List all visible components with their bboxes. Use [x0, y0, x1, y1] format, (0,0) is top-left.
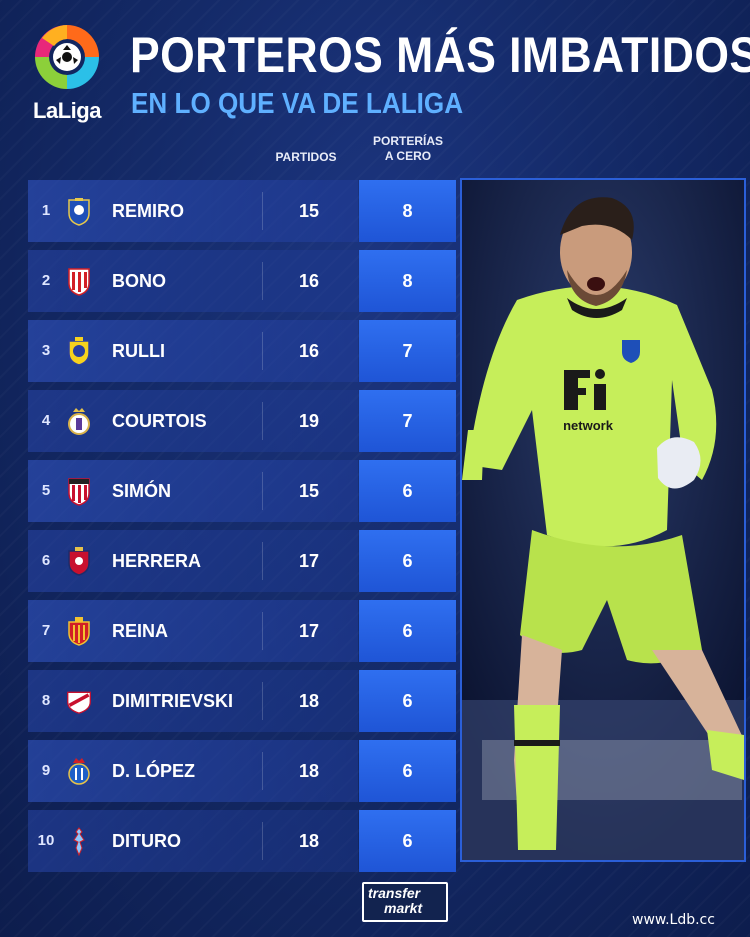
sevilla-crest-icon	[68, 268, 90, 296]
clean-sheets: 8	[359, 250, 456, 312]
divider	[262, 472, 263, 510]
celta-crest-icon	[73, 827, 85, 856]
clean-sheets: 6	[359, 740, 456, 802]
rank: 3	[41, 342, 51, 359]
matches-played: 19	[298, 411, 320, 431]
matches-played: 18	[298, 761, 320, 781]
matches-played: 15	[298, 201, 320, 221]
divider	[262, 192, 263, 230]
tm-line1: transfer	[368, 885, 421, 901]
rank: 2	[41, 272, 51, 289]
player-name: RULLI	[112, 341, 165, 361]
divider	[262, 612, 263, 650]
divider	[262, 542, 263, 580]
player-name: HERRERA	[112, 551, 202, 571]
watermark: www.Ldb.cc	[632, 912, 715, 928]
table-row: 3 RULLI 16 7	[28, 320, 456, 382]
mallorca-crest-icon	[68, 617, 90, 646]
espanyol-crest-icon	[68, 758, 90, 785]
clean-sheets: 7	[359, 320, 456, 382]
table-row: 9 D. LÓPEZ 18 6	[28, 740, 456, 802]
rank: 7	[41, 622, 51, 639]
goalkeeper-photo: network	[462, 180, 744, 860]
clean-sheets: 6	[359, 530, 456, 592]
divider	[262, 752, 263, 790]
matches-played: 15	[298, 481, 320, 501]
clean-sheets: 8	[359, 180, 456, 242]
clean-sheets: 6	[359, 670, 456, 732]
matches-played: 17	[298, 551, 320, 571]
rank: 5	[41, 482, 51, 499]
player-name: COURTOIS	[112, 411, 207, 431]
rank: 4	[41, 412, 51, 429]
laliga-ring-icon	[35, 25, 99, 89]
column-header-line2: A CERO	[384, 149, 432, 163]
laliga-wordmark: LaLiga	[33, 98, 101, 123]
tm-line2: markt	[384, 900, 423, 916]
player-name: DIMITRIEVSKI	[112, 691, 234, 711]
player-name: DITURO	[112, 831, 181, 851]
rank: 8	[41, 692, 51, 709]
divider	[262, 682, 263, 720]
rank: 1	[41, 202, 51, 219]
rank: 9	[41, 762, 51, 779]
real-madrid-crest-icon	[68, 408, 90, 435]
player-name: BONO	[112, 271, 166, 291]
goalkeeper-celebrating-illustration: network	[462, 180, 744, 860]
player-name: REMIRO	[112, 201, 184, 221]
clean-sheets: 6	[359, 600, 456, 662]
jersey-sponsor: network	[563, 418, 614, 433]
table-row: 4 COURTOIS 19 7	[28, 390, 456, 452]
athletic-crest-icon	[68, 478, 90, 506]
villarreal-crest-icon	[68, 337, 90, 366]
matches-played: 17	[298, 621, 320, 641]
player-name: SIMÓN	[112, 481, 172, 501]
matches-played: 16	[298, 271, 320, 291]
player-name: REINA	[112, 621, 169, 641]
table-row: 8 DIMITRIEVSKI 18 6	[28, 670, 456, 732]
laliga-logo: LaLiga	[26, 18, 108, 130]
page-title: PORTEROS MÁS IMBATIDOS	[130, 27, 750, 83]
rank: 6	[41, 552, 51, 569]
osasuna-crest-icon	[68, 547, 90, 576]
page-subtitle: EN LO QUE VA DE LALIGA	[131, 88, 464, 120]
divider	[262, 332, 263, 370]
rank: 10	[37, 832, 55, 849]
table-row: 2 BONO 16 8	[28, 250, 456, 312]
clean-sheets: 6	[359, 810, 456, 872]
rayo-crest-icon	[67, 691, 91, 714]
real-sociedad-crest-icon	[68, 198, 90, 226]
divider	[262, 822, 263, 860]
transfermarkt-logo: transfer markt	[362, 882, 448, 922]
table-row: 10 DITURO 18 6	[28, 810, 456, 872]
clean-sheets: 6	[359, 460, 456, 522]
matches-played: 18	[298, 691, 320, 711]
table-row: 7 REINA 17 6	[28, 600, 456, 662]
table-row: 5 SIMÓN 15 6	[28, 460, 456, 522]
divider	[262, 402, 263, 440]
matches-played: 18	[298, 831, 320, 851]
divider	[262, 262, 263, 300]
column-header-line1: PORTERÍAS	[372, 134, 443, 148]
table-row: 6 HERRERA 17 6	[28, 530, 456, 592]
column-header-partidos: PARTIDOS	[275, 150, 337, 164]
clean-sheets: 7	[359, 390, 456, 452]
player-name: D. LÓPEZ	[112, 761, 196, 781]
column-header-porterias-a-cero: PORTERÍAS A CERO	[360, 134, 456, 164]
table-row: 1 REMIRO 15 8	[28, 180, 456, 242]
matches-played: 16	[298, 341, 320, 361]
